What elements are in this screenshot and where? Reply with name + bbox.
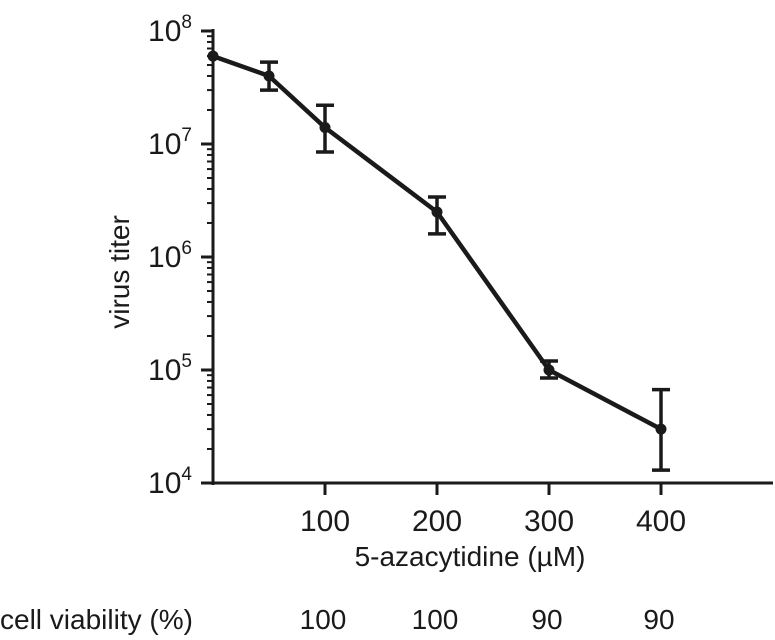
x-tick-label: 200 <box>412 505 462 538</box>
data-point <box>431 206 443 218</box>
data-point <box>319 121 331 133</box>
data-point <box>543 364 555 376</box>
cell-viability-value: 100 <box>411 604 459 635</box>
x-tick-label: 400 <box>636 505 686 538</box>
x-tick-label: 100 <box>300 505 350 538</box>
x-axis-label: 5-azacytidine (µM) <box>355 541 586 572</box>
axes: 104 105 106 107 108 100 200 300 400 <box>148 12 773 538</box>
y-tick-label: 106 <box>148 238 192 274</box>
data-point <box>655 423 667 435</box>
cell-viability-value: 90 <box>643 604 675 635</box>
data-point <box>207 50 219 62</box>
y-axis-label: virus titer <box>104 215 135 329</box>
y-tick-label: 105 <box>148 351 192 387</box>
y-tick-label: 108 <box>148 12 192 48</box>
cell-viability-value: 100 <box>299 604 347 635</box>
cell-viability-label: cell viability (%) <box>0 604 193 635</box>
x-tick-label: 300 <box>524 505 574 538</box>
cell-viability-value: 90 <box>531 604 563 635</box>
y-tick-label: 104 <box>148 464 192 500</box>
data-point <box>263 70 275 82</box>
series-line <box>212 53 663 432</box>
data-marks <box>207 50 670 472</box>
y-tick-label: 107 <box>148 125 192 161</box>
